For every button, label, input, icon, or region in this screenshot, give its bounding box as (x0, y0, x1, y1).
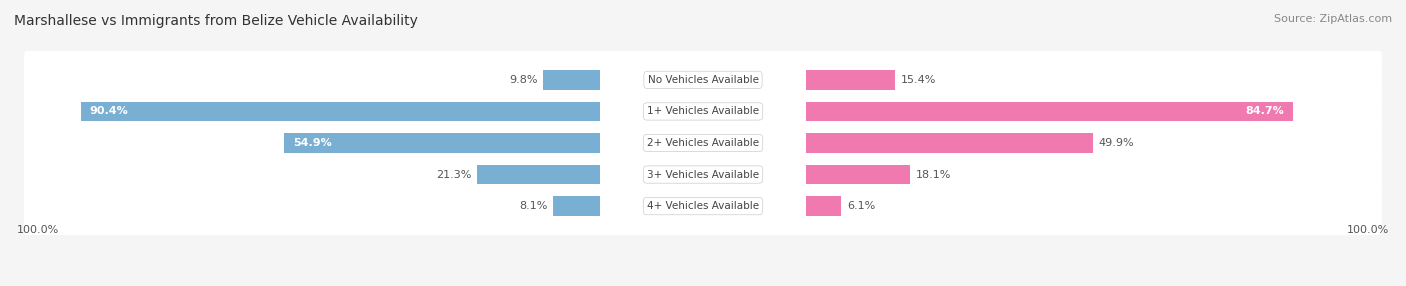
Bar (478, 165, 599, 184)
FancyBboxPatch shape (24, 170, 1382, 243)
Text: 18.1%: 18.1% (915, 170, 952, 180)
Text: 2+ Vehicles Available: 2+ Vehicles Available (647, 138, 759, 148)
FancyBboxPatch shape (24, 107, 1382, 179)
Text: 49.9%: 49.9% (1098, 138, 1135, 148)
Text: 8.1%: 8.1% (519, 201, 547, 211)
Text: 100.0%: 100.0% (1347, 225, 1389, 235)
Text: Source: ZipAtlas.com: Source: ZipAtlas.com (1274, 14, 1392, 24)
Text: 21.3%: 21.3% (436, 170, 471, 180)
Bar (807, 165, 910, 184)
Bar (807, 102, 1292, 121)
Text: 6.1%: 6.1% (846, 201, 876, 211)
Text: 90.4%: 90.4% (89, 106, 128, 116)
Bar (807, 133, 1092, 153)
Text: 4+ Vehicles Available: 4+ Vehicles Available (647, 201, 759, 211)
Bar (543, 70, 599, 90)
Text: 54.9%: 54.9% (292, 138, 332, 148)
Bar (284, 133, 599, 153)
Text: 84.7%: 84.7% (1246, 106, 1284, 116)
Text: 1+ Vehicles Available: 1+ Vehicles Available (647, 106, 759, 116)
Bar (807, 196, 841, 216)
FancyBboxPatch shape (24, 75, 1382, 148)
Text: 9.8%: 9.8% (509, 75, 537, 85)
Text: Marshallese vs Immigrants from Belize Vehicle Availability: Marshallese vs Immigrants from Belize Ve… (14, 14, 418, 28)
Text: 15.4%: 15.4% (900, 75, 936, 85)
Text: 100.0%: 100.0% (17, 225, 59, 235)
Text: No Vehicles Available: No Vehicles Available (648, 75, 758, 85)
FancyBboxPatch shape (24, 138, 1382, 211)
Bar (553, 196, 599, 216)
Text: 3+ Vehicles Available: 3+ Vehicles Available (647, 170, 759, 180)
Bar (80, 102, 599, 121)
FancyBboxPatch shape (24, 43, 1382, 116)
Bar (807, 70, 894, 90)
